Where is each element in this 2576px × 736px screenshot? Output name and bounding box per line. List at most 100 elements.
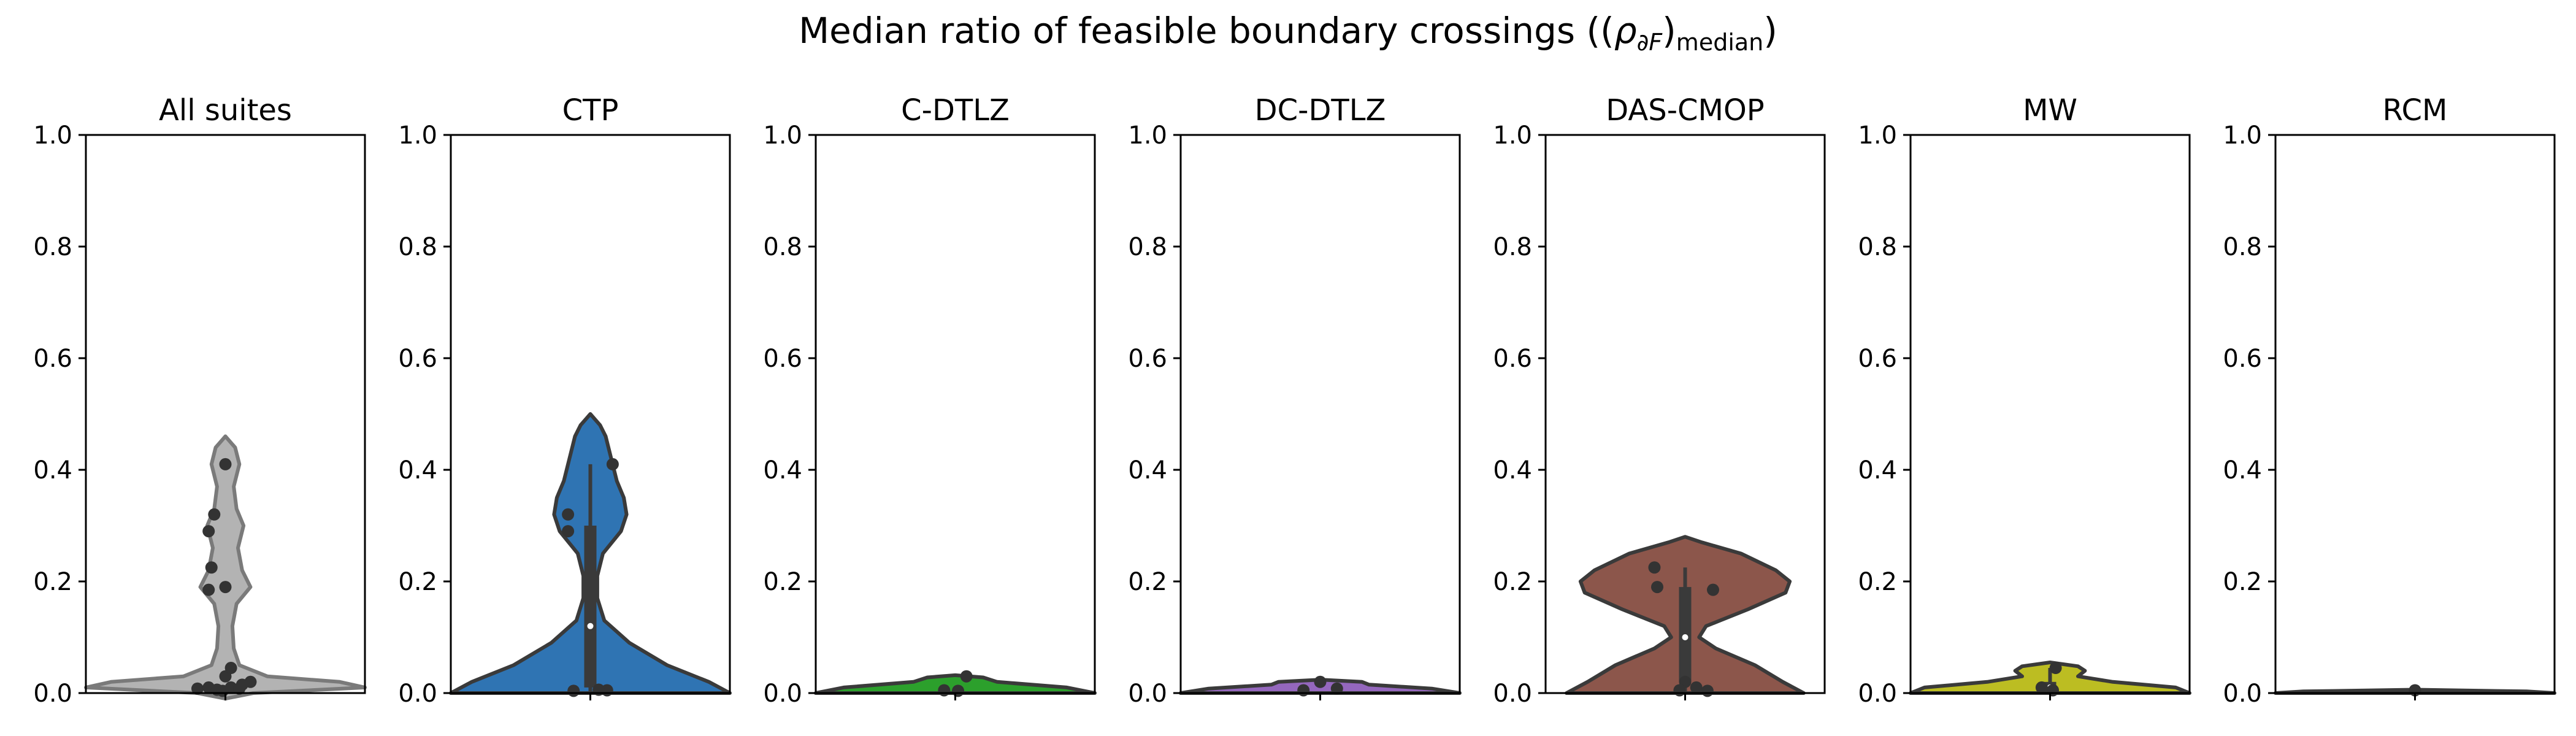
data-point — [2049, 662, 2062, 675]
data-point — [205, 561, 218, 574]
data-point — [1707, 583, 1719, 596]
panel-7: 0.0 0.2 0.4 0.6 0.8 1.0 RCM — [2223, 93, 2556, 708]
data-point — [219, 581, 232, 594]
chart-title: Median ratio of feasible boundary crossi… — [799, 10, 1777, 56]
y-tick-label: 0.2 — [763, 568, 802, 596]
violin-median — [587, 623, 594, 629]
y-tick-label: 1.0 — [1128, 121, 1167, 150]
chart-title-text: Median ratio of feasible boundary crossi… — [799, 10, 1614, 52]
data-point — [1297, 684, 1310, 697]
y-tick-label: 0.8 — [33, 233, 72, 261]
y-tick-label: 0.6 — [2223, 345, 2262, 373]
y-tick-label: 0.4 — [1858, 456, 1897, 485]
panel-2: 0.0 0.2 0.4 0.6 0.8 1.0 CTP — [398, 93, 732, 708]
data-point — [1651, 581, 1663, 594]
y-tick-label: 0.8 — [1128, 233, 1167, 261]
panel-1: 0.0 0.2 0.4 0.6 0.8 1.0 All suites — [33, 93, 367, 708]
y-tick-label: 1.0 — [398, 121, 437, 150]
axes-frame — [1179, 134, 1461, 694]
data-point — [224, 662, 237, 675]
data-point — [562, 525, 575, 538]
panels-group: 0.0 0.2 0.4 0.6 0.8 1.0 All suites 0.0 0.2 0.4 0.6… — [33, 93, 2556, 708]
panel-title: DC-DTLZ — [1255, 93, 1386, 128]
y-tick-label: 0.0 — [398, 680, 437, 708]
y-tick-label: 0.8 — [763, 233, 802, 261]
data-point — [938, 684, 951, 697]
axes-frame — [1909, 134, 2191, 694]
y-tick-label: 0.8 — [1493, 233, 1532, 261]
y-tick-label: 1.0 — [1858, 121, 1897, 150]
y-tick-label: 0.2 — [33, 568, 72, 596]
data-point — [202, 525, 215, 538]
axes-frame — [2274, 134, 2556, 694]
data-point — [952, 684, 965, 697]
data-point — [606, 458, 619, 470]
y-tick-label: 0.6 — [1128, 345, 1167, 373]
y-tick-label: 1.0 — [763, 121, 802, 150]
chart-title-symbol: ρ — [1614, 10, 1637, 52]
violin-body — [84, 434, 367, 701]
y-tick-label: 0.8 — [1858, 233, 1897, 261]
data-point — [202, 583, 215, 596]
panel-title: RCM — [2383, 93, 2448, 128]
data-point — [562, 508, 575, 521]
y-tick-label: 0.4 — [1493, 456, 1532, 485]
y-tick-label: 1.0 — [33, 121, 72, 150]
data-point — [208, 508, 221, 521]
panel-title: MW — [2023, 93, 2077, 128]
data-point — [1673, 684, 1686, 697]
y-tick-label: 0.8 — [398, 233, 437, 261]
chart-title-sub2: median — [1676, 29, 1763, 56]
panel-title: All suites — [159, 93, 292, 128]
data-point — [1690, 681, 1703, 694]
panel-title: CTP — [562, 93, 619, 128]
y-tick-label: 0.4 — [1128, 456, 1167, 485]
y-tick-label: 0.8 — [2223, 233, 2262, 261]
panel-3: 0.0 0.2 0.4 0.6 0.8 1.0 C-DTLZ — [763, 93, 1097, 708]
y-tick-label: 0.0 — [33, 680, 72, 708]
y-tick-label: 0.2 — [1858, 568, 1897, 596]
y-tick-label: 0.0 — [1128, 680, 1167, 708]
y-tick-label: 1.0 — [2223, 121, 2262, 150]
data-point — [216, 684, 229, 697]
chart-title-close: ) — [1662, 10, 1676, 52]
y-tick-label: 1.0 — [1493, 121, 1532, 150]
data-point — [2047, 684, 2060, 697]
y-tick-label: 0.4 — [398, 456, 437, 485]
data-point — [1314, 675, 1327, 688]
violin-box — [584, 526, 597, 688]
y-tick-label: 0.0 — [763, 680, 802, 708]
y-tick-label: 0.2 — [398, 568, 437, 596]
axes-frame — [815, 134, 1096, 694]
data-point — [2035, 681, 2048, 694]
data-point — [960, 670, 973, 683]
panel-6: 0.0 0.2 0.4 0.6 0.8 1.0 MW — [1858, 93, 2191, 708]
chart-title-end: ) — [1763, 10, 1777, 52]
data-point — [219, 458, 232, 470]
y-tick-label: 0.6 — [1858, 345, 1897, 373]
data-point — [567, 684, 580, 697]
data-point — [1701, 684, 1714, 697]
chart-title-sub1: ∂F — [1637, 29, 1663, 56]
y-tick-label: 0.6 — [398, 345, 437, 373]
y-tick-label: 0.0 — [2223, 680, 2262, 708]
y-tick-label: 0.6 — [33, 345, 72, 373]
data-point — [191, 682, 204, 695]
panel-title: DAS-CMOP — [1606, 93, 1764, 128]
data-point — [1330, 682, 1343, 695]
y-tick-label: 0.4 — [33, 456, 72, 485]
y-tick-label: 0.2 — [2223, 568, 2262, 596]
y-tick-label: 0.2 — [1493, 568, 1532, 596]
y-tick-label: 0.6 — [763, 345, 802, 373]
violin-median — [1682, 634, 1689, 640]
violin-body — [814, 673, 1097, 695]
y-tick-label: 0.0 — [1493, 680, 1532, 708]
panel-title: C-DTLZ — [901, 93, 1010, 128]
panel-4: 0.0 0.2 0.4 0.6 0.8 1.0 DC-DTLZ — [1128, 93, 1462, 708]
data-point — [1648, 561, 1661, 574]
y-tick-label: 0.0 — [1858, 680, 1897, 708]
panel-5: 0.0 0.2 0.4 0.6 0.8 1.0 DAS-CMOP — [1493, 93, 1826, 708]
y-tick-label: 0.4 — [763, 456, 802, 485]
y-tick-label: 0.4 — [2223, 456, 2262, 485]
